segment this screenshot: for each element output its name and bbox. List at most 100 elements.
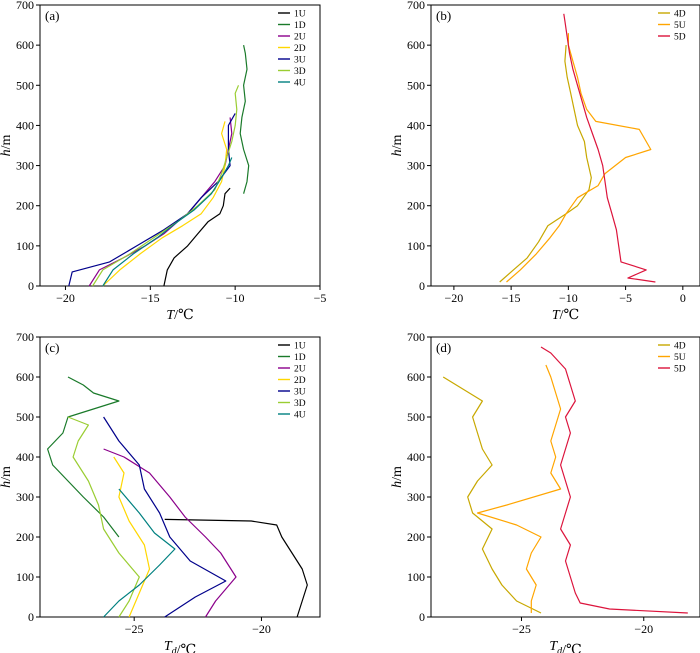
series-line-4U	[103, 488, 176, 618]
x-tick-label: −15	[502, 291, 521, 305]
legend-label: 5D	[674, 365, 686, 375]
panel-0: 0 100 200 300 400 500 600 700 −20 −15 −10 −5 (a) 1U1D…	[0, 0, 326, 323]
series-line-4D	[442, 376, 542, 614]
legend-label: 3D	[294, 67, 306, 77]
legend-label: 1D	[294, 21, 306, 31]
x-tick-label: −15	[141, 291, 160, 305]
x-tick-label: −20	[634, 622, 653, 636]
y-tick-label: 100	[16, 239, 34, 253]
series-line-1D	[47, 376, 120, 538]
series-line-3U	[103, 416, 227, 618]
y-tick-label: 400	[407, 450, 425, 464]
y-tick-label: 200	[16, 530, 34, 544]
y-tick-label: 500	[407, 410, 425, 424]
x-tick-label: −25	[125, 622, 144, 636]
legend-label: 2U	[294, 33, 306, 43]
x-axis-label: T/℃	[166, 308, 193, 323]
legend-label: 5D	[674, 33, 686, 43]
legend-label: 2U	[294, 365, 306, 375]
y-tick-label: 0	[419, 279, 425, 293]
series-line-1D	[239, 44, 250, 194]
y-tick-label: 400	[16, 118, 34, 132]
y-tick-label: 200	[407, 199, 425, 213]
legend-label: 1U	[294, 342, 306, 352]
y-tick-label: 400	[407, 118, 425, 132]
series-line-1U	[164, 518, 308, 618]
x-tick-label: −10	[226, 291, 245, 305]
y-tick-label: 500	[16, 78, 34, 92]
panel-label: (b)	[436, 8, 451, 23]
series-line-2U	[103, 448, 237, 618]
plot-frame	[430, 336, 700, 618]
series-line-3D	[67, 416, 140, 618]
y-tick-label: 0	[28, 279, 34, 293]
panel-label: (a)	[45, 8, 59, 23]
y-tick-label: 700	[407, 330, 425, 344]
y-axis-label: h/m	[0, 135, 14, 157]
x-tick-label: −25	[512, 622, 531, 636]
x-axis-label: Td/℃	[164, 639, 196, 653]
plot-frame	[39, 336, 321, 618]
y-tick-label: 100	[16, 570, 34, 584]
x-tick-label: 0	[680, 291, 686, 305]
y-tick-label: 700	[16, 330, 34, 344]
legend-label: 4D	[674, 342, 686, 352]
y-tick-label: 300	[16, 159, 34, 173]
y-tick-label: 600	[407, 370, 425, 384]
y-tick-label: 300	[407, 490, 425, 504]
y-tick-label: 200	[407, 530, 425, 544]
x-tick-label: −5	[619, 291, 632, 305]
series-line-5D	[563, 13, 656, 283]
y-tick-label: 600	[16, 38, 34, 52]
y-tick-label: 500	[16, 410, 34, 424]
panel-label: (d)	[436, 340, 451, 355]
series-line-3D	[92, 85, 240, 287]
y-tick-label: 100	[407, 570, 425, 584]
y-tick-label: 600	[16, 370, 34, 384]
series-line-3U	[68, 113, 236, 287]
series-line-5U	[506, 33, 652, 283]
y-tick-label: 0	[28, 610, 34, 624]
legend-label: 4U	[294, 79, 306, 89]
x-axis-label: T/℃	[552, 308, 579, 323]
legend-label: 4U	[294, 411, 306, 421]
y-tick-label: 700	[16, 0, 34, 12]
y-tick-label: 700	[407, 0, 425, 12]
series-line-1U	[163, 187, 231, 287]
y-tick-label: 100	[407, 239, 425, 253]
x-tick-label: −10	[559, 291, 578, 305]
y-tick-label: 500	[407, 78, 425, 92]
series-line-5U	[476, 364, 562, 613]
x-tick-label: −20	[56, 291, 75, 305]
x-axis-label: Td/℃	[549, 639, 581, 653]
x-tick-label: −20	[252, 622, 271, 636]
y-axis-label: h/m	[390, 466, 405, 488]
legend-label: 2D	[294, 44, 306, 54]
y-axis-label: h/m	[0, 466, 14, 488]
legend-label: 1U	[294, 10, 306, 20]
x-tick-label: −20	[445, 291, 464, 305]
legend-label: 1D	[294, 353, 306, 363]
legend-label: 5U	[674, 21, 686, 31]
series-line-4U	[102, 157, 233, 287]
y-tick-label: 0	[419, 610, 425, 624]
legend-label: 3D	[294, 399, 306, 409]
legend-label: 3U	[294, 388, 306, 398]
series-line-2D	[113, 456, 151, 618]
legend-label: 5U	[674, 353, 686, 363]
x-tick-label: −5	[314, 291, 327, 305]
y-tick-label: 200	[16, 199, 34, 213]
y-axis-label: h/m	[390, 135, 405, 157]
y-tick-label: 300	[407, 159, 425, 173]
legend-label: 2D	[294, 376, 306, 386]
panel-label: (c)	[45, 340, 59, 355]
plot-frame	[39, 4, 321, 287]
series-line-2D	[102, 121, 228, 287]
legend-label: 3U	[294, 56, 306, 66]
series-line-4D	[499, 45, 592, 283]
series-line-5D	[540, 346, 688, 614]
y-tick-label: 600	[407, 38, 425, 52]
